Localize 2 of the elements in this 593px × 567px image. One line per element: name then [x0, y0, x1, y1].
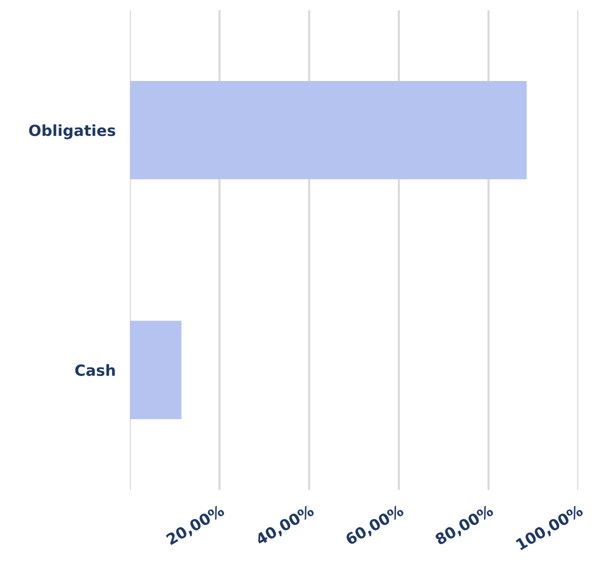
y-tick-label: Cash: [75, 364, 115, 376]
y-tick-label: Obligaties: [29, 124, 116, 140]
